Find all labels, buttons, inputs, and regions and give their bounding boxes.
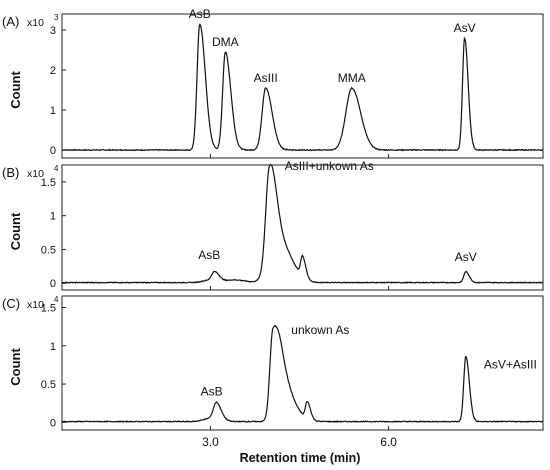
panel-frame: [61, 13, 544, 159]
peak-label: AsV+AsIII: [484, 358, 537, 372]
y-tick-label: 0.5: [41, 244, 56, 256]
panel-label: (B): [2, 165, 19, 180]
x-tick-label: 6.0: [380, 435, 397, 449]
scale-exponent: 3: [54, 13, 59, 22]
chromatogram-trace: [61, 324, 544, 423]
scale-factor: x10: [27, 168, 44, 180]
panel-label: (C): [2, 296, 20, 311]
y-tick-label: 1: [50, 105, 56, 117]
peak-label: AsB: [198, 248, 220, 262]
y-tick-label: 2: [50, 65, 56, 77]
panel-3: (C) x10 4 Count 0 0.5 1 1.5 AsB unkown As AsV+AsII…: [2, 295, 544, 431]
chromatogram-trace: [61, 163, 544, 284]
y-axis-label: Count: [8, 212, 23, 250]
y-tick-label: 0: [50, 145, 56, 157]
y-tick-label: 3: [50, 25, 56, 37]
peak-label: AsB: [201, 384, 223, 398]
y-tick-label: 0: [50, 278, 56, 290]
y-tick-label: 1: [50, 211, 56, 223]
panel-2: (B) x10 4 Count 0 0.5 1 1.5 AsB AsIII+unkown As As…: [2, 159, 544, 291]
scale-factor: x10: [27, 299, 44, 311]
y-axis-label: Count: [8, 348, 23, 386]
peak-label: DMA: [212, 35, 239, 49]
scale-exponent: 4: [54, 295, 59, 304]
peak-label: AsIII+unkown As: [285, 159, 374, 173]
x-axis-label: Retention time (min): [240, 451, 361, 465]
peak-label: AsV: [455, 250, 477, 264]
y-tick-label: 0.5: [41, 379, 56, 391]
scale-exponent: 4: [54, 164, 59, 173]
y-tick-label: 1: [50, 341, 56, 353]
chromatogram-trace: [61, 23, 544, 152]
x-tick-label: 3.0: [202, 435, 219, 449]
panel-label: (A): [2, 14, 19, 29]
peak-label: AsV: [454, 21, 476, 35]
scale-factor: x10: [27, 17, 44, 29]
y-tick-label: 0: [50, 417, 56, 429]
peak-label: unkown As: [291, 323, 349, 337]
retention-time-axis: Retention time (min) 3.0 6.0: [202, 435, 397, 465]
panel-frame: [61, 295, 544, 431]
peak-label: MMA: [338, 71, 366, 85]
y-axis-label: Count: [8, 71, 23, 109]
y-tick-label: 1.5: [41, 302, 56, 314]
peak-label: AsIII: [254, 71, 278, 85]
panel-frame: [61, 164, 544, 291]
y-tick-label: 1.5: [41, 177, 56, 189]
peak-label: AsB: [189, 7, 211, 21]
